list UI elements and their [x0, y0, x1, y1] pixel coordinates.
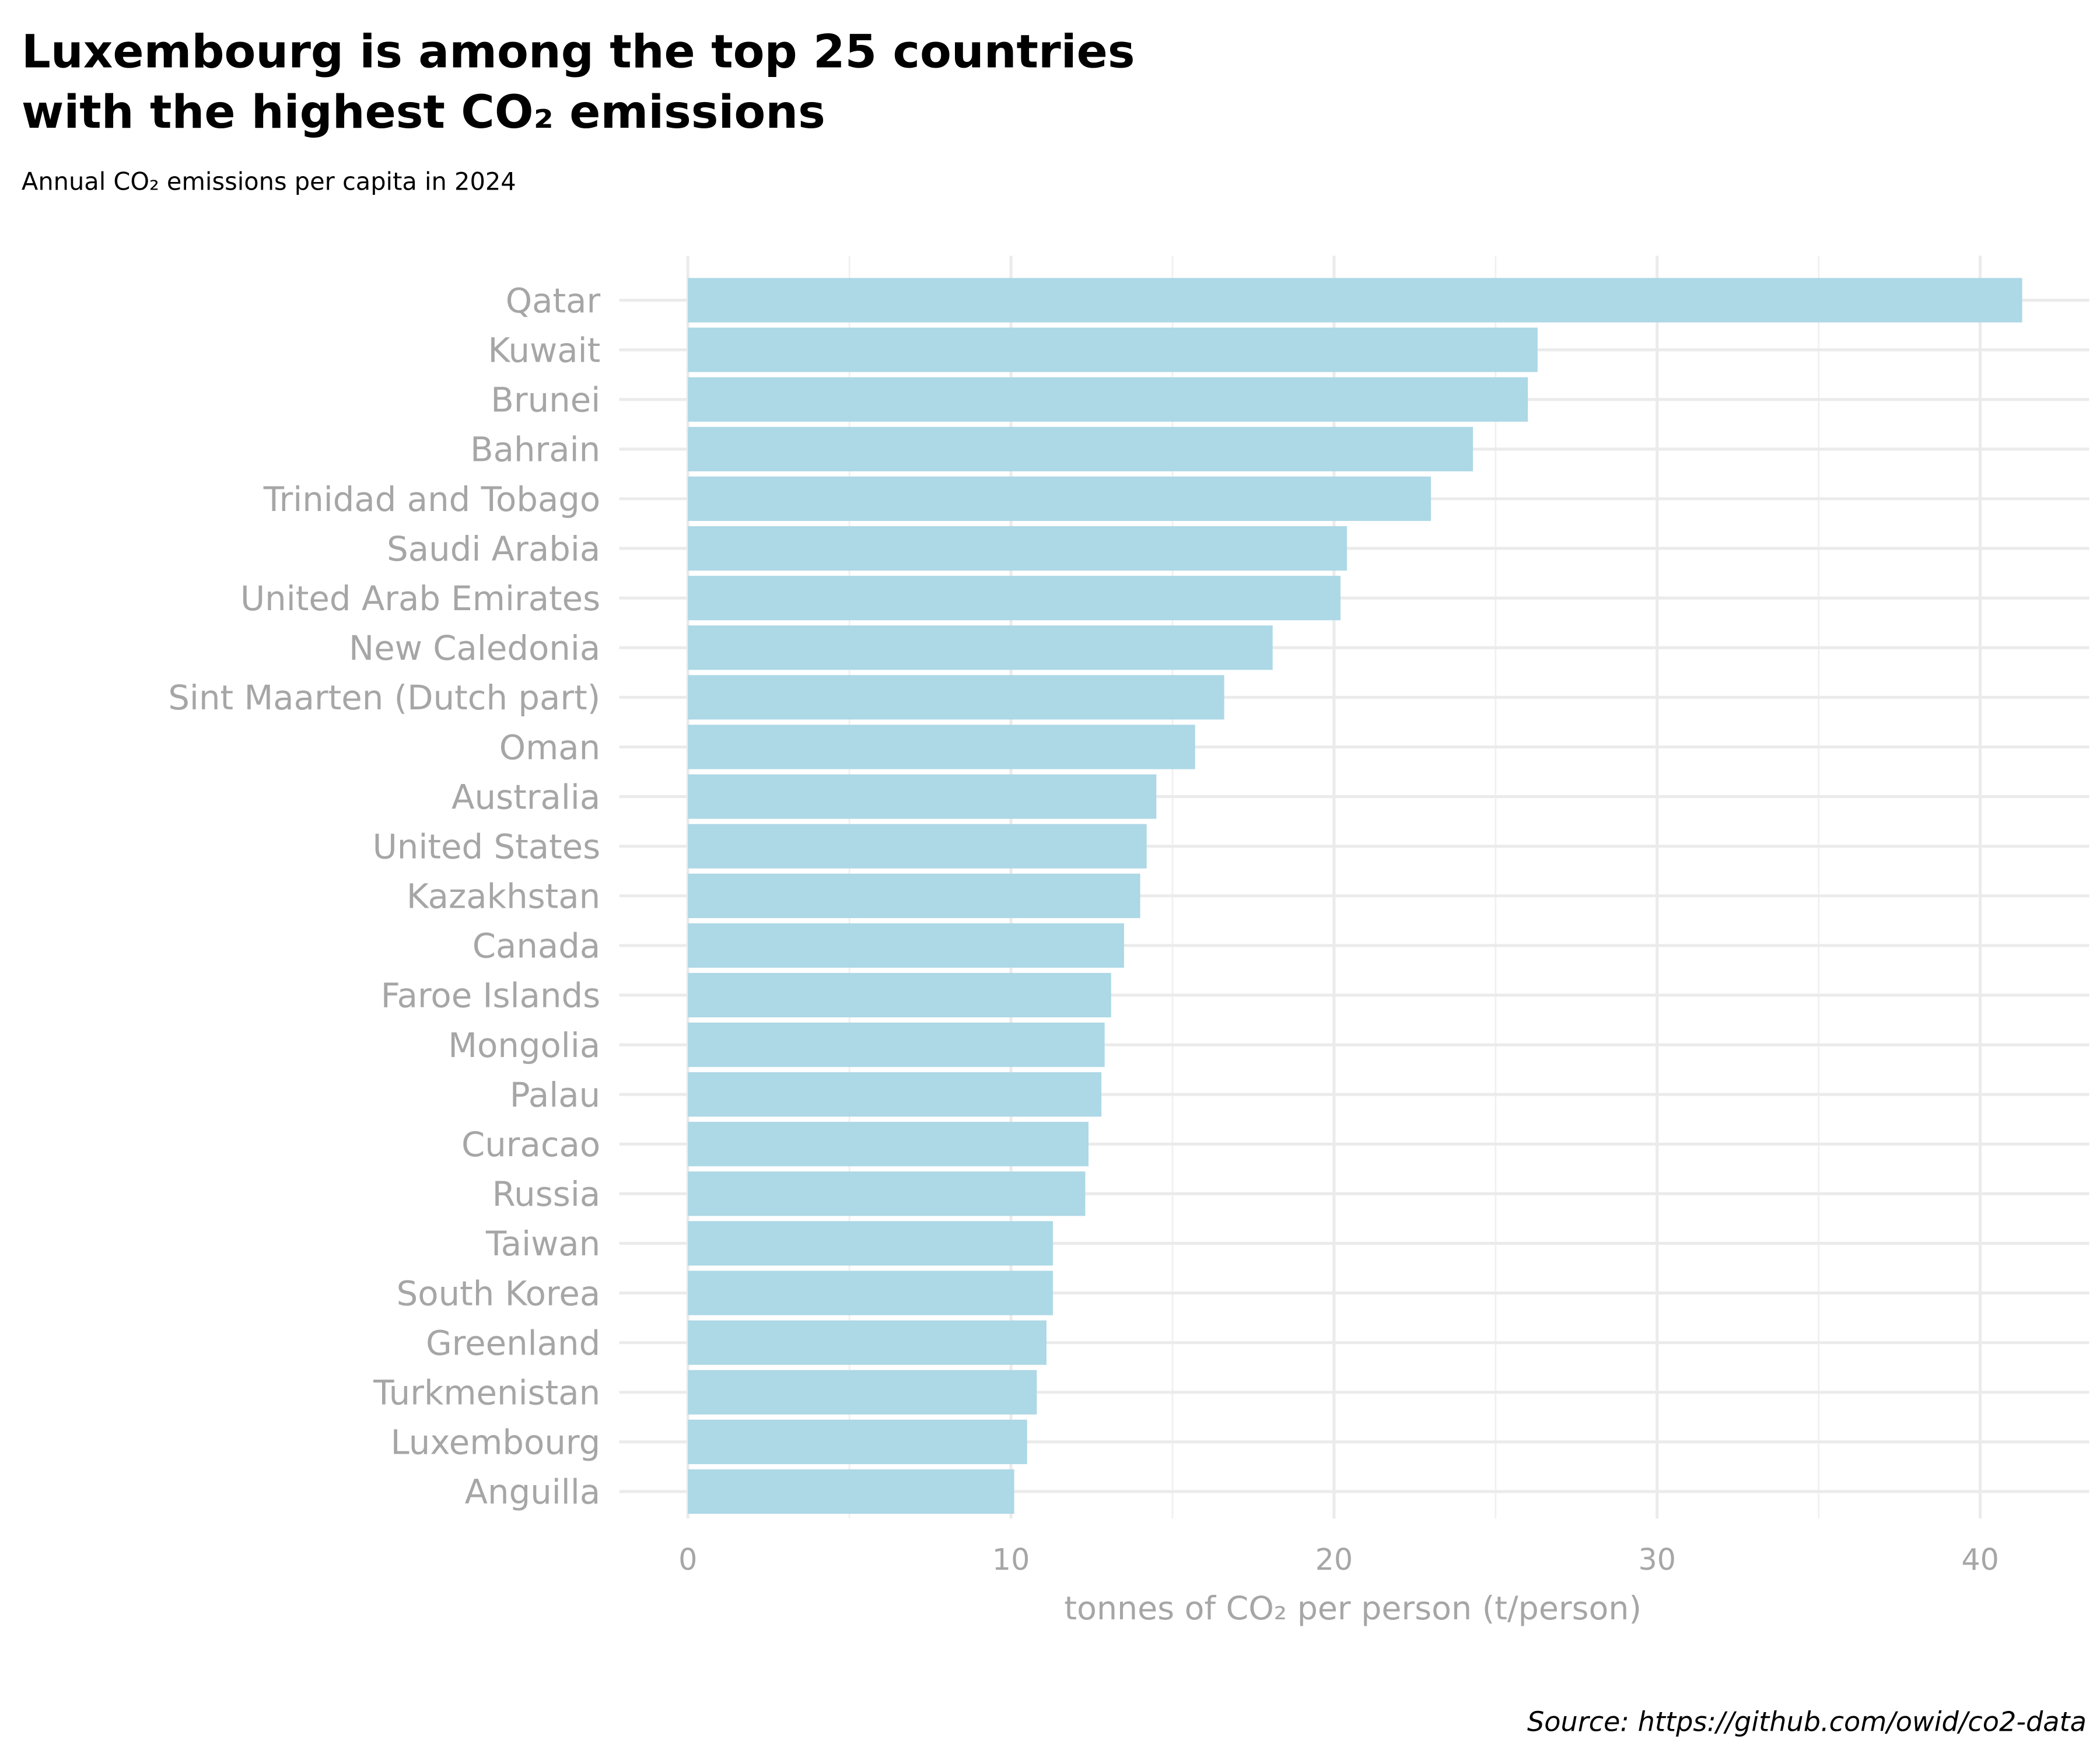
chart-title-line2: with the highest CO₂ emissions: [22, 85, 825, 139]
bars: [688, 278, 2022, 1514]
bar-new-caledonia: [688, 625, 1273, 670]
bar-kuwait: [688, 327, 1538, 372]
y-tick-label: Russia: [492, 1174, 601, 1214]
x-tick-label: 40: [1961, 1542, 1999, 1577]
y-tick-label: Canada: [473, 926, 601, 966]
y-tick-label: Greenland: [426, 1323, 600, 1363]
bar-united-states: [688, 824, 1147, 869]
y-tick-label: Faroe Islands: [381, 976, 601, 1016]
bar-anguilla: [688, 1469, 1014, 1514]
y-tick-label: Bahrain: [470, 430, 600, 470]
bar-taiwan: [688, 1221, 1054, 1266]
y-tick-label: Trinidad and Tobago: [263, 480, 601, 519]
y-tick-label: United Arab Emirates: [240, 579, 600, 618]
y-tick-label: Qatar: [506, 281, 601, 320]
y-tick-label: Kuwait: [488, 330, 601, 370]
y-tick-label: New Caledonia: [349, 628, 600, 668]
y-tick-label: United States: [373, 827, 601, 866]
y-tick-label: Curacao: [461, 1125, 600, 1164]
y-tick-label: Taiwan: [485, 1224, 600, 1264]
x-tick-label: 0: [678, 1542, 697, 1577]
bar-united-arab-emirates: [688, 576, 1340, 621]
source-caption: Source: https://github.com/owid/co2-data: [1527, 1706, 2087, 1738]
bar-mongolia: [688, 1022, 1105, 1068]
y-tick-label: Anguilla: [465, 1472, 601, 1512]
bar-saudi-arabia: [688, 526, 1348, 571]
y-tick-label: Turkmenistan: [373, 1373, 600, 1413]
chart-subtitle: Annual CO₂ emissions per capita in 2024: [22, 167, 516, 195]
y-tick-label: Sint Maarten (Dutch part): [168, 678, 600, 718]
y-tick-label: South Korea: [397, 1273, 601, 1313]
y-tick-label: Australia: [452, 777, 600, 817]
y-tick-label: Brunei: [491, 380, 600, 420]
x-tick-labels: 0 10 20 30 40: [678, 1542, 1999, 1577]
bar-turkmenistan: [688, 1370, 1037, 1415]
bar-qatar: [688, 278, 2022, 323]
bar-sint-maarten-dutch-part-: [688, 675, 1224, 720]
x-tick-label: 20: [1315, 1542, 1353, 1577]
x-axis-label: tonnes of CO₂ per person (t/person): [1064, 1590, 1642, 1628]
bar-palau: [688, 1072, 1102, 1117]
bar-russia: [688, 1171, 1086, 1216]
bar-australia: [688, 774, 1157, 819]
y-tick-label: Palau: [510, 1075, 601, 1115]
y-tick-label: Saudi Arabia: [387, 529, 600, 569]
bar-luxembourg: [688, 1419, 1027, 1464]
chart-title-line1: Luxembourg is among the top 25 countries: [22, 24, 1135, 78]
y-tick-label: Mongolia: [448, 1026, 600, 1065]
y-tick-label: Kazakhstan: [407, 877, 600, 916]
bar-south-korea: [688, 1270, 1054, 1315]
bar-faroe-islands: [688, 972, 1111, 1018]
bar-curacao: [688, 1122, 1088, 1167]
bar-oman: [688, 724, 1195, 769]
bar-trinidad-and-tobago: [688, 476, 1432, 522]
bar-brunei: [688, 377, 1528, 422]
y-tick-label: Luxembourg: [391, 1423, 601, 1462]
x-tick-label: 30: [1638, 1542, 1676, 1577]
x-tick-label: 10: [992, 1542, 1030, 1577]
bar-kazakhstan: [688, 873, 1140, 918]
bar-canada: [688, 923, 1124, 968]
bar-greenland: [688, 1320, 1046, 1365]
y-tick-label: Oman: [499, 727, 601, 767]
y-tick-labels: Qatar Kuwait Brunei Bahrain Trinidad and Tob…: [168, 281, 600, 1511]
bar-bahrain: [688, 426, 1474, 471]
